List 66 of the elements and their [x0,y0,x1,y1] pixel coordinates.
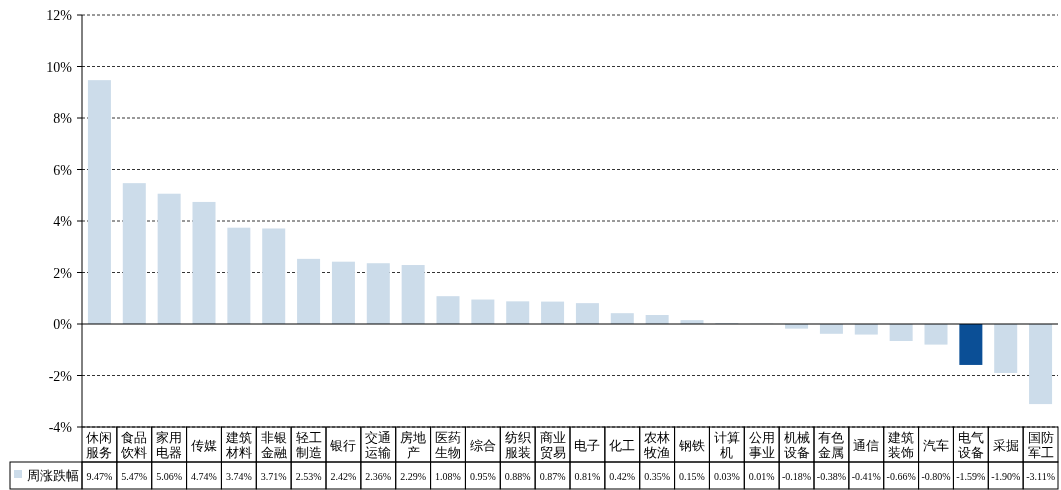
y-tick-label: -2% [48,368,73,384]
data-label: 2.53% [295,471,322,482]
data-label: -1.59% [956,471,986,482]
data-label: 2.29% [400,471,427,482]
data-label: 1.08% [435,471,461,482]
data-label: 0.35% [644,471,671,482]
x-tick-label: 轻工制造 [295,430,322,460]
x-tick-label: 传媒 [191,437,217,453]
x-tick-label: 交通运输 [365,430,392,460]
data-label: 0.15% [679,471,705,482]
x-tick-label: 食品饮料 [120,430,148,460]
x-tick-label: 建筑材料 [224,430,252,460]
y-tick-label: 8% [53,111,73,126]
y-tick-label: 2% [53,265,73,281]
x-tick-label: 采掘 [992,437,1019,453]
x-tick-label: 国防军工 [1027,430,1054,460]
data-label: 2.42% [330,471,357,482]
data-label: -1.90% [991,471,1021,482]
x-tick-label: 钢铁 [678,437,705,453]
data-label: 5.47% [121,471,148,482]
x-tick-label: 有色金属 [818,430,845,460]
y-tick-label: 6% [53,162,73,178]
data-label: 3.74% [225,471,252,482]
x-tick-label: 非银金融 [260,430,287,460]
x-tick-label: 家用电器 [156,430,183,460]
data-label: -0.38% [816,471,847,482]
data-label: 5.06% [156,471,183,482]
x-tick-label: 计算机 [713,430,740,460]
x-tick-label: 房地产 [400,430,427,460]
data-label: -3.11% [1026,471,1055,482]
x-tick-label: 电子 [574,437,601,453]
y-tick-label: 10% [46,59,73,75]
x-tick-label: 建筑装饰 [887,430,915,460]
x-tick-label: 通信 [853,437,880,453]
x-tick-label: 汽车 [923,437,949,453]
data-label: 0.95% [469,471,496,482]
x-tick-label: 机械设备 [783,430,810,460]
x-tick-label: 综合 [469,437,496,453]
x-tick-label: 纺织服装 [504,430,531,460]
data-label: -0.18% [781,471,812,482]
x-tick-label: 化工 [609,437,636,453]
x-tick-label: 休闲服务 [86,430,113,460]
y-tick-label: 0% [53,317,73,332]
data-label: 4.74% [191,471,217,482]
data-label: 2.36% [365,471,392,482]
y-tick-label: 4% [53,214,73,229]
data-label: 0.42% [609,471,636,482]
data-label: -0.41% [851,471,881,482]
y-tick-label: -4% [48,420,73,435]
y-tick-label: 12% [46,8,73,23]
data-label: 9.47% [86,471,113,482]
data-label: 0.03% [713,471,740,482]
data-label: -0.80% [921,471,951,482]
x-tick-label: 农林牧渔 [644,430,671,460]
data-label: 0.88% [504,471,531,482]
x-tick-label: 电气设备 [957,430,984,460]
data-label: 3.71% [260,471,287,482]
data-label: 0.87% [539,471,566,482]
x-tick-label: 公用事业 [748,430,775,460]
legend-label: 周涨跌幅 [27,468,79,483]
x-tick-label: 银行 [329,437,357,453]
x-tick-label: 医药生物 [435,430,461,460]
x-tick-label: 商业贸易 [539,430,566,460]
data-label: 0.01% [748,471,775,482]
data-label: -0.66% [886,471,916,482]
data-label: 0.81% [574,471,601,482]
